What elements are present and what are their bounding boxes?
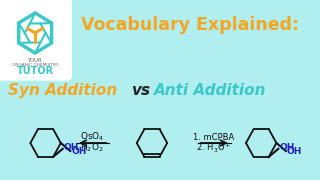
- Text: TUTOR: TUTOR: [17, 66, 54, 76]
- Text: Syn Addition: Syn Addition: [8, 82, 117, 98]
- Text: Vocabulary Explained:: Vocabulary Explained:: [81, 16, 299, 34]
- Text: H$_2$O$_2$: H$_2$O$_2$: [80, 142, 104, 154]
- FancyBboxPatch shape: [0, 0, 71, 80]
- Text: OH: OH: [279, 143, 295, 152]
- Text: 1. mCPBA: 1. mCPBA: [193, 132, 234, 141]
- Text: Anti Addition: Anti Addition: [154, 82, 266, 98]
- Text: OsO$_4$: OsO$_4$: [80, 131, 104, 143]
- Text: OH: OH: [64, 143, 79, 152]
- Text: OH: OH: [287, 147, 302, 156]
- Text: 2. H$_3$O$^+$: 2. H$_3$O$^+$: [196, 141, 231, 155]
- Text: OH: OH: [71, 147, 87, 156]
- Text: ORGANIC CHEMISTRY: ORGANIC CHEMISTRY: [12, 63, 58, 67]
- Text: vs: vs: [131, 82, 150, 98]
- Text: YOUR: YOUR: [28, 57, 42, 62]
